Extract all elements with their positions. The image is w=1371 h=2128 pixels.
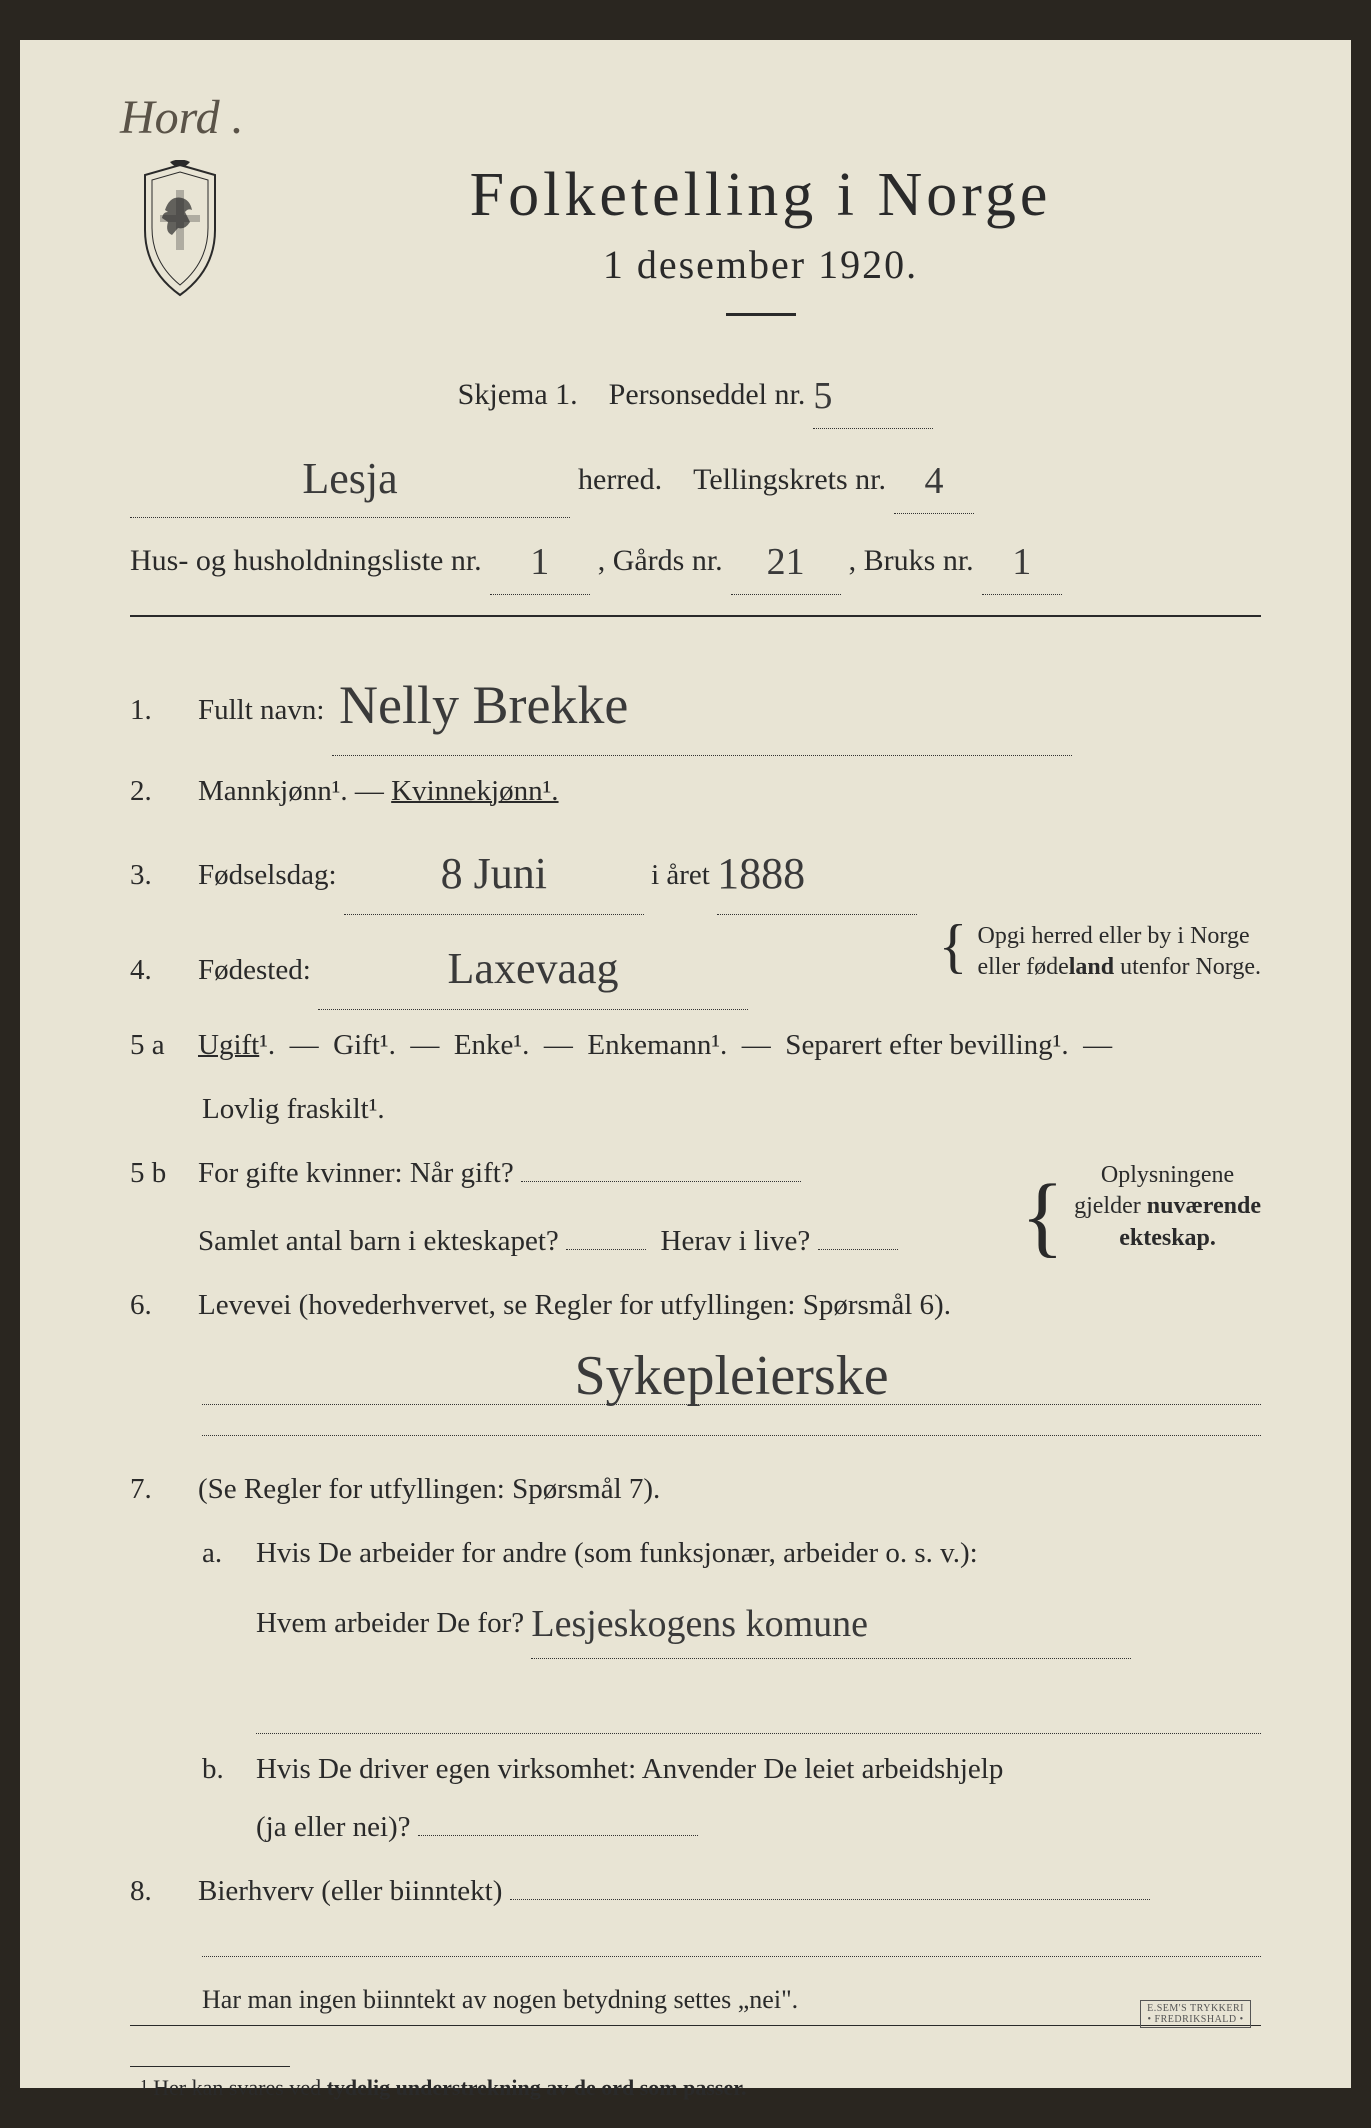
row-skjema: Skjema 1. Personseddel nr. 5: [130, 356, 1261, 429]
row-herred: Lesja herred. Tellingskrets nr. 4: [130, 433, 1261, 518]
bottom-divider: [130, 2025, 1261, 2026]
main-divider: [130, 615, 1261, 617]
brace-icon: {: [1021, 1194, 1064, 1239]
q3-label: Fødselsdag:: [198, 859, 337, 891]
q8-line2: [130, 1938, 1261, 1957]
q5b-row: 5 b For gifte kvinner: Når gift? Samlet …: [130, 1144, 1261, 1270]
footnote-rule: [130, 2066, 290, 2067]
page-title: Folketelling i Norge: [260, 160, 1261, 231]
q7b-label: b.: [202, 1740, 238, 1798]
value-bruk: 1: [1012, 541, 1031, 583]
header: Folketelling i Norge 1 desember 1920.: [130, 160, 1261, 356]
pencil-annotation: Hord .: [120, 90, 244, 145]
q1-row: 1. Fullt navn: Nelly Brekke: [130, 647, 1261, 756]
label-bruk: , Bruks nr.: [849, 532, 974, 589]
q4-label: Fødested:: [198, 954, 311, 986]
q5a-row: 5 a Ugift¹. — Gift¹. — Enke¹. — Enkemann…: [130, 1016, 1261, 1074]
coat-of-arms-icon: [130, 160, 230, 300]
q5a-row2: Lovlig fraskilt¹.: [130, 1080, 1261, 1138]
q4-note1: Opgi herred eller by i Norge: [977, 921, 1261, 952]
value-krets: 4: [925, 460, 944, 502]
bottom-note: Har man ingen biinntekt av nogen betydni…: [130, 1985, 1261, 2015]
q5b-note1: Oplysningene: [1074, 1160, 1261, 1191]
q6-num: 6.: [130, 1276, 180, 1334]
label-herred: herred.: [578, 451, 662, 508]
q2-row: 2. Mannkjønn¹. — Kvinnekjønn¹.: [130, 762, 1261, 820]
label-husliste: Hus- og husholdningsliste nr.: [130, 532, 482, 589]
title-divider: [726, 313, 796, 316]
q3-num: 3.: [130, 846, 180, 904]
label-tellingskrets: Tellingskrets nr.: [693, 451, 886, 508]
q8-label: Bierhverv (eller biinntekt): [198, 1875, 502, 1907]
q7-label: (Se Regler for utfyllingen: Spørsmål 7).: [198, 1473, 660, 1505]
q3-day: 8 Juni: [441, 849, 547, 898]
q2-label: Mannkjønn¹. —: [198, 775, 384, 807]
q6-row: 6. Levevei (hovederhvervet, se Regler fo…: [130, 1276, 1261, 1334]
q4-value: Laxevaag: [448, 944, 619, 993]
q5a-num: 5 a: [130, 1016, 180, 1074]
label-personseddel: Personseddel nr.: [609, 366, 806, 423]
q6-label: Levevei (hovederhvervet, se Regler for u…: [198, 1289, 951, 1321]
q7-row: 7. (Se Regler for utfyllingen: Spørsmål …: [130, 1460, 1261, 1518]
q7a-text2: Hvem arbeider De for?: [256, 1607, 524, 1639]
q5a-opts: Ugift¹. — Gift¹. — Enke¹. — Enkemann¹. —…: [198, 1029, 1112, 1061]
page-subtitle: 1 desember 1920.: [260, 241, 1261, 288]
census-form-page: Hord . Folketelling i Norge 1 desember 1…: [20, 40, 1351, 2088]
q6-value: Sykepleierske: [574, 1345, 888, 1407]
q5b-sidenote: Oplysningene gjelder nuværende ekteskap.: [1074, 1160, 1261, 1254]
q5b-label-b: Samlet antal barn i ekteskapet?: [198, 1225, 559, 1257]
q4-note2: eller fødeland utenfor Norge.: [977, 952, 1261, 983]
q7b-text2: (ja eller nei)?: [256, 1811, 411, 1843]
q5a-opts2: Lovlig fraskilt¹.: [202, 1080, 385, 1138]
q8-num: 8.: [130, 1862, 180, 1920]
q1-label: Fullt navn:: [198, 694, 324, 726]
q4-sidenote: Opgi herred eller by i Norge eller fødel…: [977, 921, 1261, 983]
q3-mid: i året: [651, 859, 710, 891]
q7a-text1: Hvis De arbeider for andre (som funksjon…: [256, 1524, 1261, 1582]
q8-row: 8. Bierhverv (eller biinntekt): [130, 1862, 1261, 1920]
q5b-num: 5 b: [130, 1144, 180, 1202]
q4-num: 4.: [130, 941, 180, 999]
q7-num: 7.: [130, 1460, 180, 1518]
q7a-row: a. Hvis De arbeider for andre (som funks…: [130, 1524, 1261, 1734]
q3-row: 3. Fødselsdag: 8 Juni i året 1888: [130, 826, 1261, 915]
row-hus: Hus- og husholdningsliste nr. 1 , Gårds …: [130, 522, 1261, 595]
label-gard: , Gårds nr.: [598, 532, 723, 589]
footnote: ¹ Her kan svares ved tydelig understrekn…: [130, 2075, 1261, 2101]
q3-year: 1888: [717, 849, 805, 898]
q7a-label: a.: [202, 1524, 238, 1582]
q5b-label-a: For gifte kvinner: Når gift?: [198, 1157, 514, 1189]
q1-num: 1.: [130, 681, 180, 739]
q1-value: Nelly Brekke: [339, 675, 628, 735]
title-block: Folketelling i Norge 1 desember 1920.: [260, 160, 1261, 356]
q7b-text1: Hvis De driver egen virksomhet: Anvender…: [256, 1740, 1261, 1798]
value-gard: 21: [767, 541, 805, 583]
q2-num: 2.: [130, 762, 180, 820]
q4-row: 4. Fødested: Laxevaag { Opgi herred elle…: [130, 921, 1261, 1010]
brace-icon: {: [939, 931, 968, 961]
q2-value: Kvinnekjønn¹.: [391, 775, 558, 807]
label-skjema: Skjema 1.: [458, 366, 578, 423]
value-personseddel: 5: [813, 375, 832, 417]
value-liste: 1: [530, 541, 549, 583]
q5b-label-c: Herav i live?: [661, 1225, 811, 1257]
printer-stamp: E.SEM'S TRYKKERI• FREDRIKSHALD •: [1140, 2000, 1251, 2028]
q6-value-row: Sykepleierske: [130, 1340, 1261, 1436]
q7a-value: Lesjeskogens komune: [531, 1603, 868, 1645]
q7b-row: b. Hvis De driver egen virksomhet: Anven…: [130, 1740, 1261, 1856]
q5b-note3: ekteskap.: [1074, 1223, 1261, 1254]
q5b-note2: gjelder nuværende: [1074, 1191, 1261, 1222]
value-herred: Lesja: [302, 454, 397, 503]
